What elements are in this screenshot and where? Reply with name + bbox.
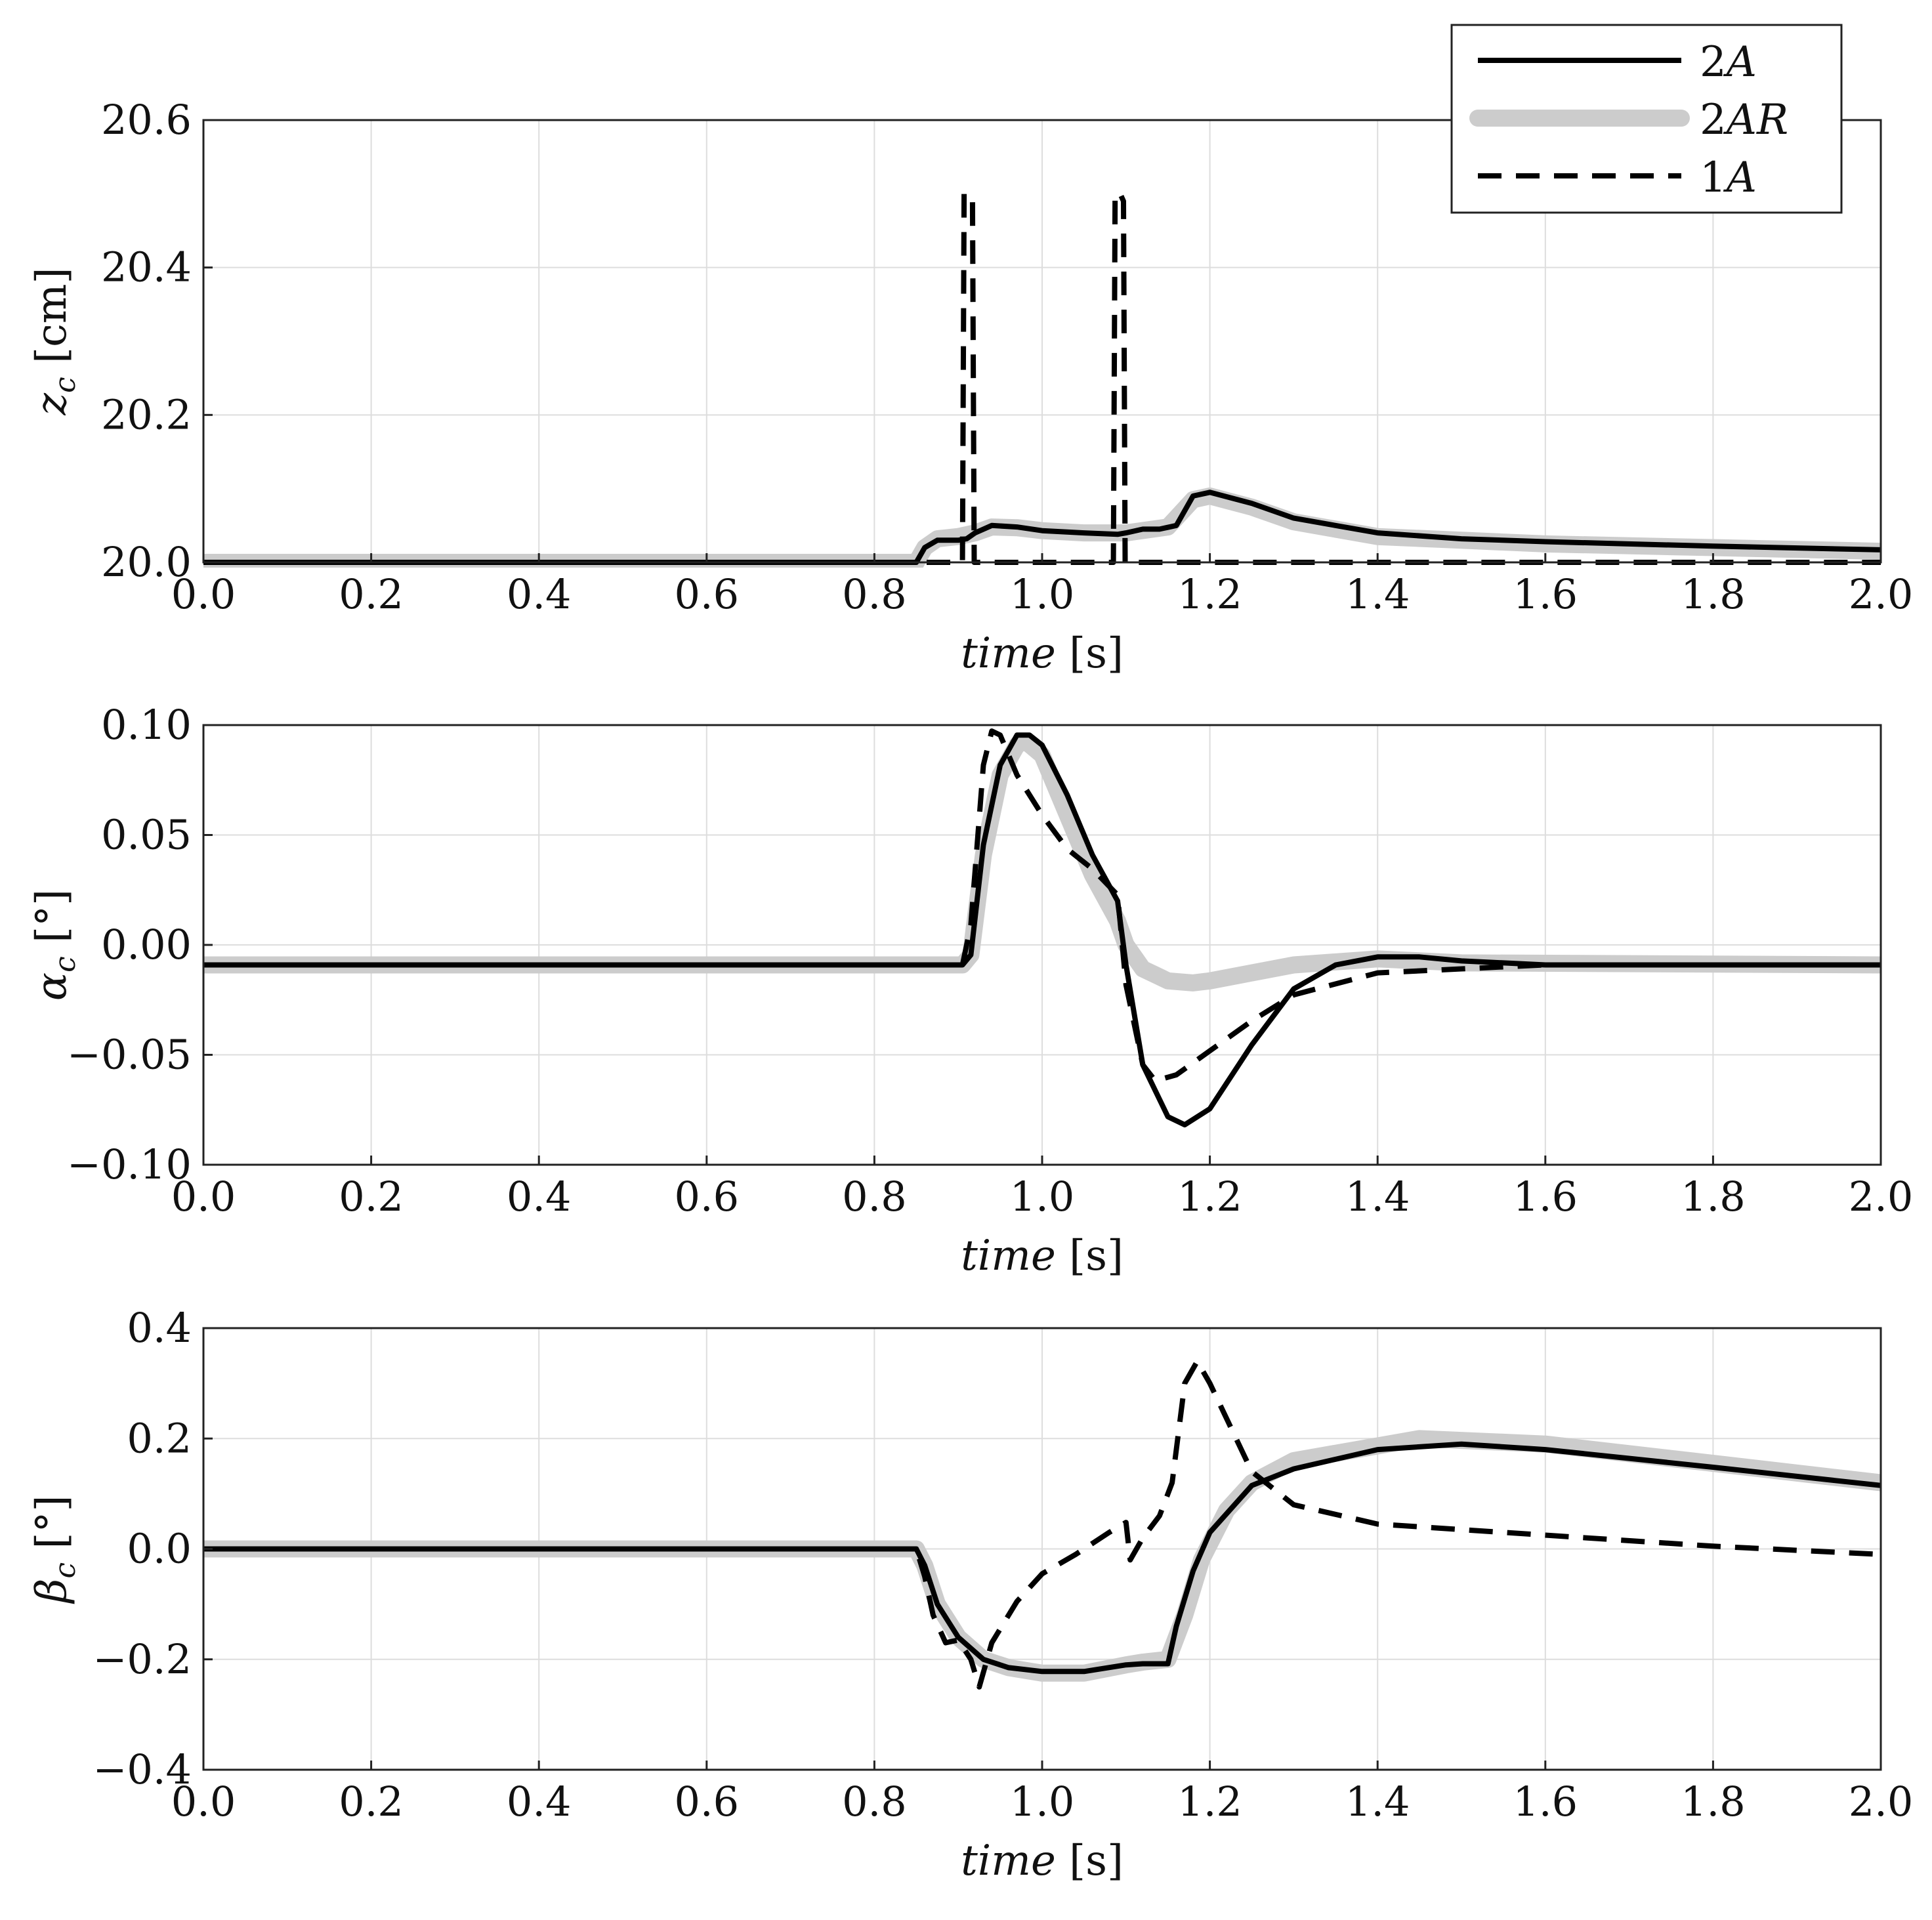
- x-tick-label: 0.2: [339, 1778, 404, 1826]
- x-tick-label: 1.8: [1681, 1778, 1746, 1826]
- y-tick-label: 0.0: [127, 1525, 192, 1573]
- x-tick-label: 2.0: [1849, 1173, 1914, 1221]
- y-axis-label: βc [°]: [28, 1495, 82, 1604]
- x-tick-label: 0.4: [507, 570, 572, 618]
- panel-z-c: 0.0 0.2 0.4 0.6 0.8 1.0 1.2 1.4 1.6 1.8 2.0 20.0 20.…: [28, 96, 1913, 678]
- x-tick-label: 1.2: [1177, 1173, 1242, 1221]
- x-tick-label: 1.2: [1177, 570, 1242, 618]
- y-tick-label: −0.05: [67, 1031, 192, 1079]
- x-tick-label: 1.4: [1345, 1778, 1410, 1826]
- x-tick-label: 1.6: [1513, 570, 1578, 618]
- series-line-1A: [203, 1358, 1881, 1690]
- x-tick-label: 0.2: [339, 570, 404, 618]
- x-tick-label: 0.0: [171, 1778, 236, 1826]
- x-tick-label: 0.8: [842, 1778, 907, 1826]
- x-tick-label: 1.4: [1345, 1173, 1410, 1221]
- x-tick-label: 0.4: [507, 1778, 572, 1826]
- x-tick-label: 0.8: [842, 570, 907, 618]
- x-tick-label: 0.0: [171, 570, 236, 618]
- x-tick-label: 0.2: [339, 1173, 404, 1221]
- x-tick-label: 2.0: [1849, 570, 1914, 618]
- x-tick-label: 0.0: [171, 1173, 236, 1221]
- x-tick-label: 2.0: [1849, 1778, 1914, 1826]
- y-tick-label: 0.05: [101, 811, 192, 859]
- x-axis-label: time [s]: [961, 1837, 1124, 1885]
- y-tick-label: 0.10: [101, 701, 192, 749]
- y-tick-label: −0.4: [93, 1745, 192, 1793]
- x-tick-label: 1.6: [1513, 1778, 1578, 1826]
- x-tick-label: 0.6: [674, 570, 739, 618]
- series-line-2A: [203, 490, 1881, 565]
- y-tick-label: 0.00: [101, 921, 192, 969]
- y-tick-label: 0.2: [127, 1414, 192, 1462]
- panel-beta-c: 0.0 0.2 0.4 0.6 0.8 1.0 1.2 1.4 1.6 1.8 2.0 −0.4 −0.…: [28, 1304, 1913, 1885]
- series-line-2A: [203, 1441, 1881, 1675]
- y-axis-label: αc [°]: [28, 889, 82, 1001]
- y-tick-label: 0.4: [127, 1304, 192, 1352]
- y-tick-label: 20.6: [101, 96, 192, 144]
- x-tick-label: 1.0: [1010, 1173, 1075, 1221]
- x-tick-label: 0.4: [507, 1173, 572, 1221]
- x-tick-label: 0.6: [674, 1778, 739, 1826]
- x-axis-label: time [s]: [961, 629, 1124, 678]
- legend-label-2AR: 2AR: [1700, 96, 1788, 144]
- x-tick-label: 1.0: [1010, 1778, 1075, 1826]
- y-tick-label: −0.10: [67, 1140, 192, 1188]
- y-axis-label: zc [cm]: [28, 267, 82, 415]
- y-tick-label: 20.2: [101, 390, 192, 438]
- x-tick-label: 0.6: [674, 1173, 739, 1221]
- y-tick-label: 20.4: [101, 243, 192, 291]
- y-tick-label: −0.2: [93, 1635, 192, 1683]
- x-tick-label: 1.6: [1513, 1173, 1578, 1221]
- legend-label-1A: 1A: [1700, 154, 1757, 202]
- x-tick-label: 0.8: [842, 1173, 907, 1221]
- x-tick-label: 1.4: [1345, 570, 1410, 618]
- series-line-1A: [203, 728, 1881, 1084]
- legend-label-2A: 2A: [1700, 38, 1757, 87]
- panel-alpha-c: 0.0 0.2 0.4 0.6 0.8 1.0 1.2 1.4 1.6 1.8 2.0 −0.10 −0…: [28, 701, 1913, 1280]
- x-tick-label: 1.0: [1010, 570, 1075, 618]
- x-axis-label: time [s]: [961, 1232, 1124, 1280]
- x-tick-label: 1.2: [1177, 1778, 1242, 1826]
- y-tick-label: 20.0: [101, 538, 192, 586]
- x-tick-label: 1.8: [1681, 1173, 1746, 1221]
- legend: 2A 2AR 1A: [1450, 24, 1843, 214]
- x-tick-label: 1.8: [1681, 570, 1746, 618]
